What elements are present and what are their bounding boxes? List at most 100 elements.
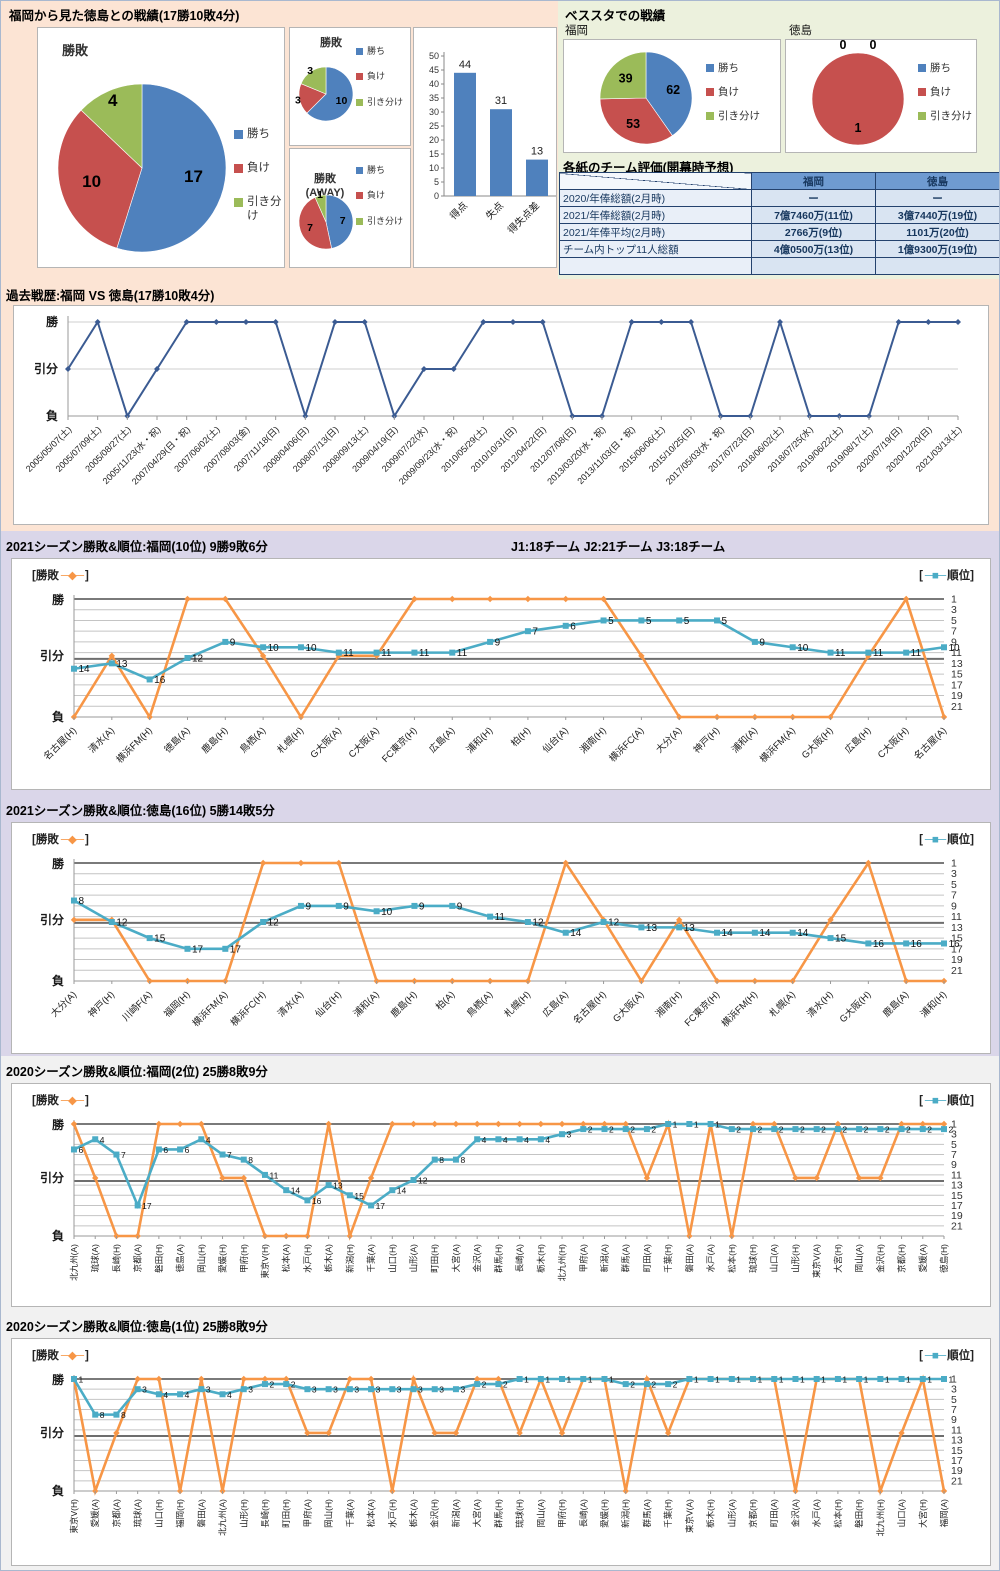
svg-text:21: 21 (951, 1220, 963, 1232)
history-title: 過去戦歴:福岡 VS 徳島(17勝10敗4分) (6, 289, 215, 303)
season-2021-fukuoka-title: 2021シーズン勝敗&順位:福岡(10位) 9勝9敗6分 (6, 540, 268, 554)
table-cell: 3億7440万(19位) (875, 206, 999, 224)
svg-text:水戸(H): 水戸(H) (387, 1499, 397, 1528)
svg-text:東京V(H): 東京V(H) (260, 1244, 270, 1279)
svg-text:福岡(A): 福岡(A) (939, 1499, 949, 1528)
pie-legend: 勝ち 負け 引き分け (918, 62, 976, 122)
svg-text:3: 3 (460, 1385, 465, 1395)
table-row: チーム内トップ11人総額 4億0500万(13位) 1億9300万(19位) (559, 240, 999, 258)
svg-text:9: 9 (951, 636, 957, 648)
overall-record-pie: 17 10 4 (38, 28, 284, 267)
results-legend: [勝敗 ─◆─] (32, 1350, 89, 1362)
svg-text:横浜FM(A): 横浜FM(A) (757, 725, 798, 766)
results-line-icon: ─◆─ (60, 834, 84, 846)
table-cell: 4億0500万(13位) (751, 240, 876, 258)
svg-text:21: 21 (951, 1475, 963, 1487)
svg-text:15: 15 (835, 934, 847, 945)
svg-text:1: 1 (715, 1375, 720, 1385)
svg-text:2: 2 (821, 1125, 826, 1135)
svg-text:金沢(H): 金沢(H) (875, 1244, 885, 1273)
svg-text:6: 6 (570, 621, 576, 632)
svg-text:甲府(H): 甲府(H) (239, 1244, 249, 1273)
besta-tokushima-pie: 0 1 0 (786, 40, 976, 152)
svg-text:神戸(H): 神戸(H) (86, 989, 117, 1020)
svg-text:磐田(H): 磐田(H) (154, 1244, 164, 1273)
svg-text:3: 3 (354, 1385, 359, 1395)
svg-text:1: 1 (906, 1375, 911, 1385)
home-record-pie: 10 3 3 (290, 28, 410, 145)
svg-text:17: 17 (192, 944, 204, 955)
svg-text:3: 3 (307, 65, 313, 77)
besta-fukuoka-label: 福岡 (565, 25, 588, 37)
svg-text:11: 11 (381, 648, 392, 659)
svg-text:11: 11 (951, 1424, 962, 1436)
svg-text:浦和(H): 浦和(H) (464, 725, 495, 756)
svg-text:1: 1 (758, 1375, 763, 1385)
rating-column-header: 福岡 (751, 172, 876, 190)
svg-text:16: 16 (312, 1196, 322, 1206)
svg-text:浦和(A): 浦和(A) (729, 725, 760, 756)
legend-item: 引き分け (356, 97, 408, 107)
svg-text:札幌(H): 札幌(H) (275, 725, 306, 756)
svg-text:10: 10 (82, 172, 101, 191)
svg-text:長崎(A): 長崎(A) (515, 1244, 525, 1273)
table-row: 2021/年俸平均(2月時) 2766万(9位) 1101万(20位) (559, 223, 999, 241)
svg-text:鹿島(H): 鹿島(H) (388, 989, 419, 1020)
svg-text:負: 負 (52, 973, 64, 988)
svg-text:5: 5 (646, 616, 652, 627)
svg-text:3: 3 (418, 1385, 423, 1395)
table-cell: ー (875, 189, 999, 207)
svg-text:名古屋(A): 名古屋(A) (912, 725, 950, 763)
svg-text:1: 1 (855, 121, 862, 135)
table-cell: ー (751, 189, 876, 207)
svg-text:負: 負 (52, 1228, 64, 1243)
table-cell: 7億7460万(11位) (751, 206, 876, 224)
svg-text:山形(H): 山形(H) (790, 1244, 800, 1273)
svg-text:45: 45 (429, 65, 439, 75)
svg-text:39: 39 (619, 72, 633, 86)
svg-text:16: 16 (911, 939, 923, 950)
team-rating-table: 福岡 徳島 2020/年俸総額(2月時) ーー 2021/年俸総額(2月時) 7億7460… (559, 172, 999, 275)
svg-text:1: 1 (779, 1375, 784, 1385)
svg-text:14: 14 (291, 1186, 301, 1196)
svg-text:53: 53 (626, 117, 640, 131)
svg-text:清水(H): 清水(H) (804, 989, 835, 1020)
svg-text:9: 9 (457, 901, 463, 912)
svg-text:11: 11 (873, 648, 884, 659)
svg-text:引分: 引分 (40, 648, 64, 663)
svg-text:11: 11 (269, 1170, 278, 1180)
svg-text:岡山(A): 岡山(A) (536, 1499, 546, 1528)
svg-text:13: 13 (646, 923, 658, 934)
svg-text:京都(H): 京都(H) (748, 1499, 758, 1528)
svg-text:1: 1 (545, 1375, 550, 1385)
results-line-icon: ─◆─ (60, 1350, 84, 1362)
svg-text:1: 1 (736, 1375, 741, 1385)
svg-text:2: 2 (800, 1125, 805, 1135)
svg-text:16: 16 (873, 939, 885, 950)
table-cell: 2020/年俸総額(2月時) (559, 189, 752, 207)
svg-text:11: 11 (343, 648, 354, 659)
svg-text:3: 3 (397, 1385, 402, 1395)
svg-text:7: 7 (227, 1150, 232, 1160)
svg-text:13: 13 (531, 146, 543, 158)
rating-column-header: 徳島 (875, 172, 999, 190)
legend-swatch (706, 64, 714, 72)
svg-text:京都(A): 京都(A) (111, 1499, 121, 1528)
svg-text:7: 7 (340, 215, 346, 227)
pie-legend: 勝ち 負け 引き分け (356, 46, 408, 107)
svg-text:7: 7 (121, 1150, 126, 1160)
svg-text:徳島(A): 徳島(A) (175, 1244, 185, 1273)
svg-text:長崎(A): 長崎(A) (578, 1499, 588, 1528)
svg-text:琉球(A): 琉球(A) (90, 1244, 100, 1273)
svg-text:北九州(A): 北九州(A) (218, 1499, 228, 1536)
svg-text:1: 1 (927, 1375, 932, 1385)
legend-swatch (706, 112, 714, 121)
svg-text:大分(A): 大分(A) (653, 725, 684, 756)
svg-text:千葉(H): 千葉(H) (663, 1244, 673, 1273)
svg-text:1: 1 (951, 1374, 957, 1386)
svg-text:山口(H): 山口(H) (154, 1499, 164, 1528)
svg-text:勝: 勝 (52, 1372, 65, 1387)
svg-text:9: 9 (230, 637, 236, 648)
svg-text:大宮(A): 大宮(A) (472, 1499, 482, 1528)
besta-fukuoka-pie: 62 53 39 (564, 40, 780, 152)
